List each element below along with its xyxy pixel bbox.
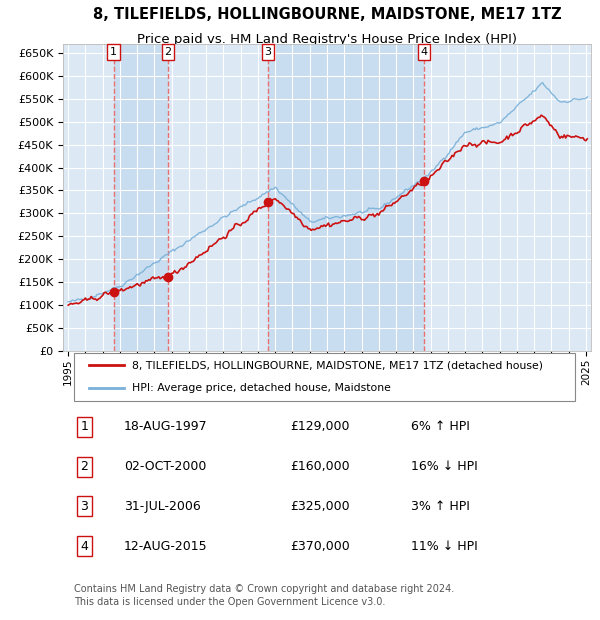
Text: 12-AUG-2015: 12-AUG-2015 <box>124 539 208 552</box>
Text: 18-AUG-1997: 18-AUG-1997 <box>124 420 208 433</box>
Text: 3: 3 <box>80 500 88 513</box>
FancyBboxPatch shape <box>74 353 575 401</box>
Text: Contains HM Land Registry data © Crown copyright and database right 2024.
This d: Contains HM Land Registry data © Crown c… <box>74 583 454 607</box>
Text: 3% ↑ HPI: 3% ↑ HPI <box>412 500 470 513</box>
Text: 8, TILEFIELDS, HOLLINGBOURNE, MAIDSTONE, ME17 1TZ: 8, TILEFIELDS, HOLLINGBOURNE, MAIDSTONE,… <box>92 7 562 22</box>
Text: 4: 4 <box>80 539 88 552</box>
Bar <box>424 44 591 350</box>
Bar <box>63 44 113 350</box>
Text: £370,000: £370,000 <box>290 539 350 552</box>
Text: £325,000: £325,000 <box>290 500 350 513</box>
Text: 1: 1 <box>110 47 117 57</box>
Text: 6% ↑ HPI: 6% ↑ HPI <box>412 420 470 433</box>
Text: Price paid vs. HM Land Registry's House Price Index (HPI): Price paid vs. HM Land Registry's House … <box>137 33 517 46</box>
Text: 2: 2 <box>164 47 172 57</box>
Text: 4: 4 <box>421 47 428 57</box>
Text: 1: 1 <box>80 420 88 433</box>
Bar <box>113 44 168 350</box>
Text: £160,000: £160,000 <box>290 460 350 473</box>
Text: 16% ↓ HPI: 16% ↓ HPI <box>412 460 478 473</box>
Text: £129,000: £129,000 <box>290 420 350 433</box>
Text: 02-OCT-2000: 02-OCT-2000 <box>124 460 206 473</box>
Text: 31-JUL-2006: 31-JUL-2006 <box>124 500 200 513</box>
Text: 2: 2 <box>80 460 88 473</box>
Text: 8, TILEFIELDS, HOLLINGBOURNE, MAIDSTONE, ME17 1TZ (detached house): 8, TILEFIELDS, HOLLINGBOURNE, MAIDSTONE,… <box>131 360 542 370</box>
Bar <box>268 44 424 350</box>
Text: 3: 3 <box>265 47 271 57</box>
Text: 11% ↓ HPI: 11% ↓ HPI <box>412 539 478 552</box>
Text: HPI: Average price, detached house, Maidstone: HPI: Average price, detached house, Maid… <box>131 383 391 393</box>
Bar <box>168 44 268 350</box>
